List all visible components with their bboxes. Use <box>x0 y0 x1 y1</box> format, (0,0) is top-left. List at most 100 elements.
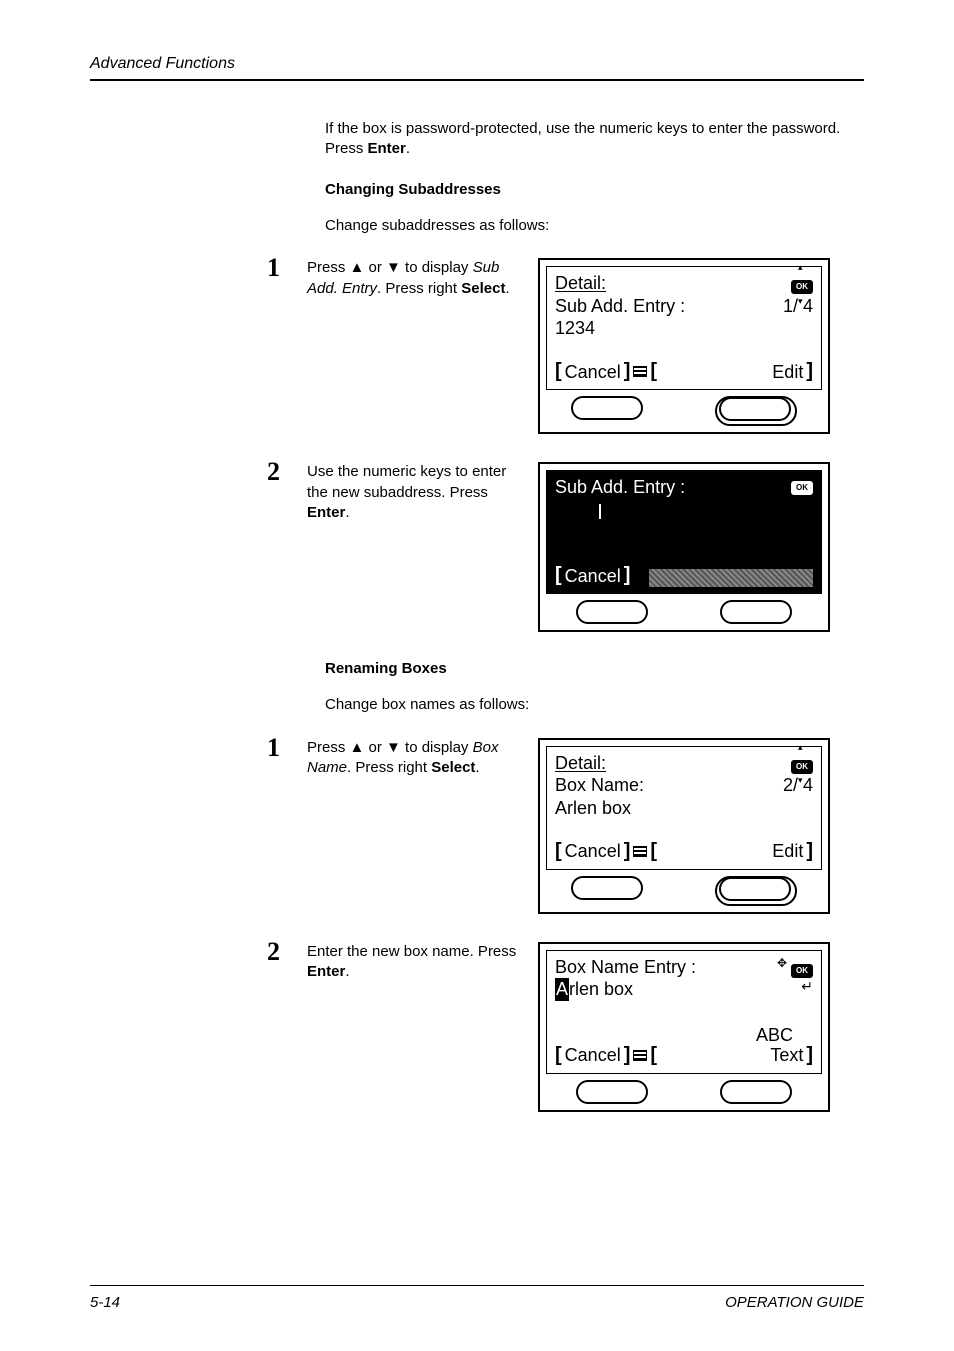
lcd-panel: Detail: OK Sub Add. Entry : 1/ 4 1234 [ … <box>538 258 830 434</box>
t: Use the numeric keys to enter the new su… <box>307 463 506 500</box>
hw-button-right[interactable] <box>720 600 792 624</box>
cursor-icon <box>599 504 601 519</box>
step-text: Use the numeric keys to enter the new su… <box>307 462 522 523</box>
t: . <box>345 504 349 521</box>
ok-icon: OK <box>791 280 813 294</box>
hw-button-right-stack[interactable] <box>715 396 797 426</box>
bracket-icon: ] <box>806 839 813 864</box>
step-number: 2 <box>267 939 291 965</box>
t: Press ▲ or ▼ to display <box>307 739 473 756</box>
bracket-icon: ] <box>624 563 631 588</box>
lcd-inner-inverted: Sub Add. Entry : OK [ Cancel ] <box>546 470 822 594</box>
bracket-icon: [ <box>650 359 657 384</box>
softkey-right[interactable]: Edit ] <box>772 359 813 384</box>
section1-lead: Change subaddresses as follows: <box>325 216 864 236</box>
t: . <box>505 280 509 297</box>
softkey-left[interactable]: [ Cancel ][ <box>555 839 657 864</box>
softkey-right[interactable]: Text ] <box>770 1043 813 1068</box>
lcd-inner: Box Name Entry : OK Arlen box ↵ ABC [ Ca… <box>546 950 822 1074</box>
intro-text-b: . <box>406 140 410 157</box>
bracket-icon: [ <box>650 839 657 864</box>
hw-button-row <box>546 396 822 426</box>
softkey-icon <box>633 846 647 857</box>
lcd-panel: Box Name Entry : OK Arlen box ↵ ABC [ Ca… <box>538 942 830 1112</box>
lcd-title-row: Detail: OK <box>555 272 813 295</box>
hw-button-left[interactable] <box>571 396 643 420</box>
step-text: Press ▲ or ▼ to display Sub Add. Entry. … <box>307 258 522 299</box>
lcd-panel: Sub Add. Entry : OK [ Cancel ] <box>538 462 830 632</box>
t: . <box>475 759 479 776</box>
hw-button-row <box>546 600 822 624</box>
step-number-col: 1 <box>267 738 291 764</box>
lcd-title: Box Name Entry : <box>555 956 696 979</box>
softkey-right[interactable]: Edit ] <box>772 839 813 864</box>
lcd-title-row: Detail: OK <box>555 752 813 775</box>
step-text: Enter the new box name. Press Enter. <box>307 942 522 983</box>
bracket-icon: [ <box>650 1043 657 1068</box>
lcd-title: Sub Add. Entry : <box>555 476 685 499</box>
softkey-right-label: Edit <box>772 361 803 384</box>
footer-guide-label: OPERATION GUIDE <box>725 1294 864 1311</box>
step-number-col: 1 <box>267 258 291 284</box>
lcd-softkeys: [ Cancel ][ Edit ] <box>555 359 813 384</box>
t-bold: Enter <box>307 504 345 521</box>
softkey-left-label: Cancel <box>565 565 621 588</box>
ok-icon: OK <box>791 481 813 495</box>
bracket-icon: ] <box>624 1043 631 1068</box>
section2-title: Renaming Boxes <box>325 660 864 677</box>
bracket-icon: ] <box>806 359 813 384</box>
lcd-title-row: Sub Add. Entry : OK <box>555 476 813 499</box>
bracket-icon: [ <box>555 839 562 864</box>
lcd-softkeys: [ Cancel ][ Text ] <box>555 1043 813 1068</box>
bracket-icon: [ <box>555 1043 562 1068</box>
softkey-left-label: Cancel <box>565 361 621 384</box>
lcd-line2: Sub Add. Entry : 1/ 4 <box>555 295 813 318</box>
section1-step1: 1 Press ▲ or ▼ to display Sub Add. Entry… <box>325 258 864 434</box>
t: . Press right <box>377 280 461 297</box>
ok-cross-icon: OK <box>791 956 813 979</box>
hw-button-row <box>546 876 822 906</box>
lcd-line2-left: Sub Add. Entry : <box>555 295 685 318</box>
t-bold: Enter <box>307 963 345 980</box>
header-rule <box>90 79 864 81</box>
page-content: If the box is password-protected, use th… <box>325 119 864 1112</box>
hw-button-left[interactable] <box>571 876 643 900</box>
step-number: 2 <box>267 459 291 485</box>
t-bold: Select <box>461 280 505 297</box>
lcd-inner: Detail: OK Sub Add. Entry : 1/ 4 1234 [ … <box>546 266 822 390</box>
t: Press ▲ or ▼ to display <box>307 259 473 276</box>
softkey-icon <box>633 1050 647 1061</box>
page-header: Advanced Functions <box>90 55 864 73</box>
hw-button-right-stack[interactable] <box>715 876 797 906</box>
softkey-left[interactable]: [ Cancel ] <box>555 563 630 588</box>
ok-arrows-icon: OK <box>791 272 813 295</box>
t: . <box>345 963 349 980</box>
bracket-icon: [ <box>555 563 562 588</box>
step-number: 1 <box>267 255 291 281</box>
hw-button-left[interactable] <box>576 600 648 624</box>
return-icon: ↵ <box>801 978 813 1001</box>
lcd-title-row: Box Name Entry : OK <box>555 956 813 979</box>
t: . Press right <box>347 759 431 776</box>
lcd-line3: Arlen box <box>555 797 813 820</box>
step-screen: Box Name Entry : OK Arlen box ↵ ABC [ Ca… <box>538 942 830 1112</box>
bracket-icon: ] <box>624 359 631 384</box>
hw-button-left[interactable] <box>576 1080 648 1104</box>
softkey-left[interactable]: [ Cancel ][ <box>555 1043 657 1068</box>
lcd-title: Detail: <box>555 752 606 775</box>
softkey-left[interactable]: [ Cancel ][ <box>555 359 657 384</box>
lcd-value-rest: rlen box <box>569 979 633 999</box>
step-screen: Sub Add. Entry : OK [ Cancel ] <box>538 462 830 632</box>
hw-button-right[interactable] <box>720 1080 792 1104</box>
intro-paragraph: If the box is password-protected, use th… <box>325 119 864 160</box>
oval-front <box>719 877 791 901</box>
section1-title: Changing Subaddresses <box>325 181 864 198</box>
bracket-icon: ] <box>806 1043 813 1068</box>
section2-step2: 2 Enter the new box name. Press Enter. B… <box>325 942 864 1112</box>
section1-step2: 2 Use the numeric keys to enter the new … <box>325 462 864 632</box>
footer-page-number: 5-14 <box>90 1294 120 1311</box>
step-text: Press ▲ or ▼ to display Box Name. Press … <box>307 738 522 779</box>
step-number-col: 2 <box>267 462 291 488</box>
page-footer: 5-14 OPERATION GUIDE <box>90 1285 864 1311</box>
lcd-panel: Detail: OK Box Name: 2/ 4 Arlen box [ Ca… <box>538 738 830 914</box>
